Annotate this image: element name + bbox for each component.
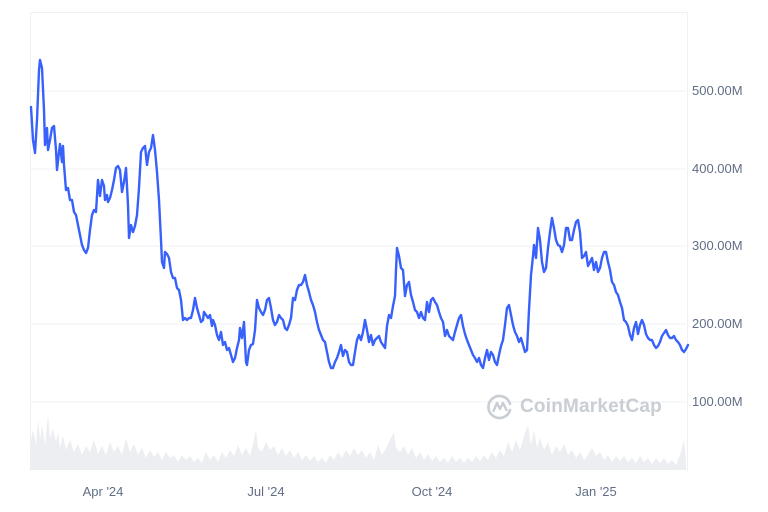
coinmarketcap-logo-icon bbox=[487, 394, 512, 420]
x-tick-apr-24: Apr '24 bbox=[82, 484, 124, 499]
y-tick-500m: 500.00M bbox=[692, 83, 743, 98]
gridlines bbox=[30, 90, 686, 403]
x-tick-jul-24: Jul '24 bbox=[247, 484, 285, 499]
y-tick-400m: 400.00M bbox=[692, 161, 743, 176]
price-line bbox=[29, 58, 690, 370]
y-tick-100m: 100.00M bbox=[692, 394, 743, 409]
y-tick-300m: 300.00M bbox=[692, 238, 743, 253]
chart-frame bbox=[30, 12, 688, 471]
watermark-text: CoinMarketCap bbox=[520, 396, 662, 417]
x-tick-jan-25: Jan '25 bbox=[575, 484, 617, 499]
x-tick-oct-24: Oct '24 bbox=[411, 484, 453, 499]
y-tick-200m: 200.00M bbox=[692, 316, 743, 331]
coinmarketcap-watermark: CoinMarketCap bbox=[486, 393, 662, 421]
volume-bars bbox=[30, 415, 686, 470]
